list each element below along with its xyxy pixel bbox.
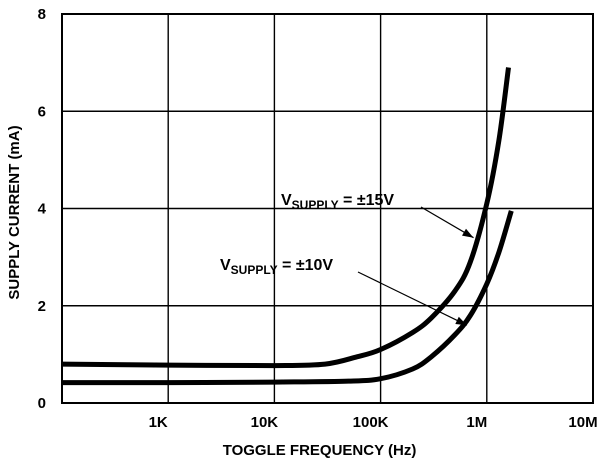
y-tick-label: 6 [38, 103, 46, 120]
annotation-label: VSUPPLY = ±15V [281, 192, 394, 212]
x-tick-label: 10K [251, 414, 279, 431]
y-tick-label: 8 [38, 6, 46, 23]
series-line-2 [61, 210, 514, 386]
series-line-1 [61, 67, 511, 369]
plot-frame [61, 13, 594, 404]
series-lines [61, 67, 514, 386]
x-tick-label: 1M [466, 414, 487, 431]
x-tick-label: 1K [149, 414, 168, 431]
x-tick-label: 100K [353, 414, 389, 431]
y-tick-label: 4 [38, 201, 47, 218]
annotation-label: VSUPPLY = ±10V [220, 257, 333, 277]
y-tick-label: 2 [38, 298, 46, 315]
annotation-arrowhead [455, 316, 467, 326]
grid-lines [62, 14, 593, 403]
y-tick-labels: 0 2 4 6 8 [38, 6, 47, 412]
y-tick-label: 0 [38, 395, 46, 412]
x-tick-labels: 1K 10K 100K 1M 10M [149, 414, 598, 431]
annotation-leader [357, 271, 468, 326]
annotations: VSUPPLY = ±15V VSUPPLY = ±10V [220, 192, 474, 326]
y-axis-label: SUPPLY CURRENT (mA) [6, 125, 23, 299]
annotation-arrowhead [462, 228, 474, 238]
x-axis-label: TOGGLE FREQUENCY (Hz) [223, 442, 417, 459]
x-tick-label: 10M [568, 414, 597, 431]
